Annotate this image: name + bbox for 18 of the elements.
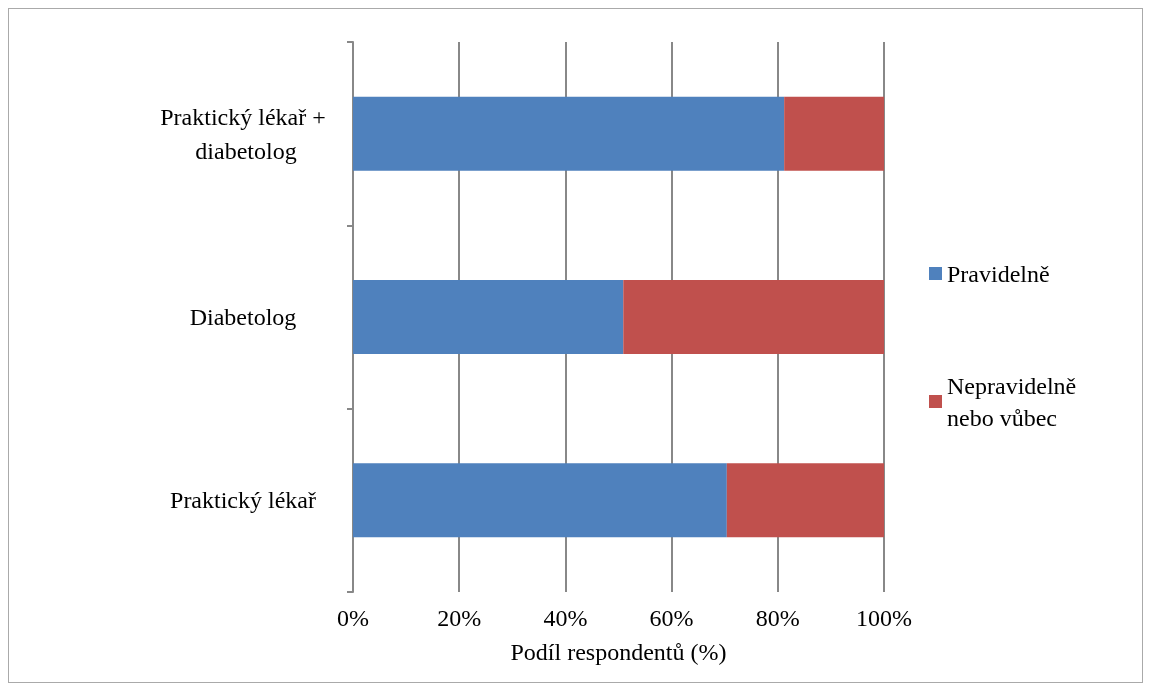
- y-tick-label: Diabetolog: [189, 304, 297, 330]
- legend-label: Nepravidelně nebo vůbec: [947, 372, 1083, 431]
- bar: [784, 96, 884, 171]
- x-axis-title: Podíl respondentů (%): [510, 639, 727, 665]
- x-tick-label: 80%: [755, 605, 800, 631]
- bar: [726, 463, 884, 538]
- x-tick-label: 60%: [649, 605, 694, 631]
- bar: [353, 96, 785, 171]
- x-tick-label: 40%: [543, 605, 588, 631]
- y-tick-label: Praktický lékař: [170, 487, 316, 514]
- legend-label: Pravidelně: [947, 260, 1050, 287]
- x-tick-label: 100%: [856, 605, 912, 631]
- bar: [353, 280, 624, 354]
- y-tick-label: Praktický lékař + diabetolog: [160, 103, 326, 164]
- bar: [353, 463, 727, 538]
- bar: [623, 280, 884, 354]
- x-tick-label: 0%: [337, 605, 369, 631]
- x-tick-label: 20%: [437, 605, 482, 631]
